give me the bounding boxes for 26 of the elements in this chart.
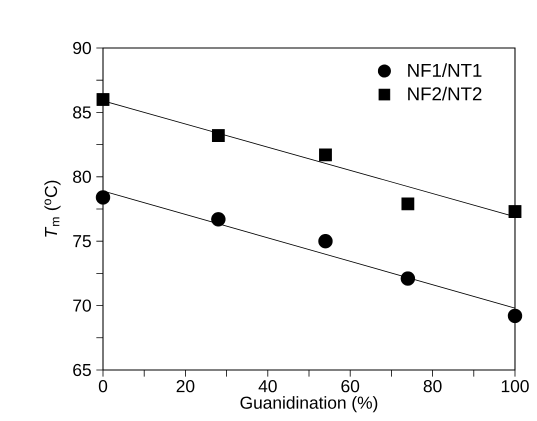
y-tick-label: 80 [73,170,91,183]
y-tick-label: 65 [73,364,91,376]
x-tick-label: 100 [502,380,529,392]
x-tick-label: 0 [98,380,108,392]
legend-label: NF2/NT2 [408,86,482,100]
legend-label: NF1/NT1 [408,63,482,77]
y-axis-title: T$_{m}$ ($^{o}$C) [44,180,61,237]
x-tick-label: 80 [424,380,442,392]
x-tick-label: 60 [341,380,360,392]
y-tick-label: 75 [73,235,91,248]
point [401,197,414,210]
point [508,205,522,218]
point [211,212,226,226]
y-tick-label: 85 [73,106,91,119]
point [400,271,416,286]
x-axis-title: Guanidination (%) [240,396,378,412]
point [319,148,332,162]
point [212,129,225,142]
point [318,234,333,248]
x-tick-label: 40 [258,380,277,392]
x-tick-label: 20 [176,380,194,392]
y-tick-label: 90 [73,42,91,54]
point [96,93,110,106]
point [96,190,110,205]
y-tick-label: 70 [73,299,91,312]
point [508,308,522,324]
